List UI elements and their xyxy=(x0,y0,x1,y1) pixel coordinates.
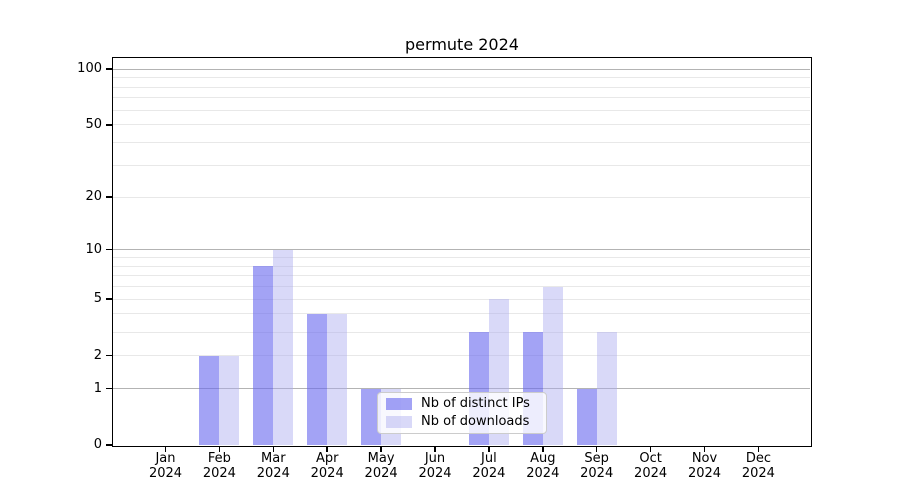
bar-distinct-ips xyxy=(361,388,382,445)
x-tick-mark xyxy=(326,446,328,452)
bar-distinct-ips xyxy=(576,388,597,445)
gridline-minor xyxy=(113,355,810,357)
gridline-minor xyxy=(113,275,810,277)
x-year-label tick-label: 2024 xyxy=(526,466,560,481)
gridline-minor xyxy=(113,196,810,198)
bar-downloads xyxy=(542,286,563,445)
x-month-label tick-label: Apr xyxy=(315,451,339,466)
x-tick-mark xyxy=(164,446,167,452)
gridline-minor xyxy=(113,313,810,315)
bar-downloads xyxy=(219,355,240,445)
x-month-label tick-label: Dec xyxy=(745,451,771,466)
x-year-label tick-label: 2024 xyxy=(364,466,398,481)
x-tick-mark xyxy=(434,446,436,452)
gridline-minor xyxy=(113,164,810,166)
y-tick-label tick-label: 10 xyxy=(85,241,102,257)
y-tick-mark xyxy=(106,68,112,70)
y-tick-label tick-label: 50 xyxy=(85,116,102,132)
x-month-label tick-label: Jul xyxy=(481,451,497,466)
x-tick-mark xyxy=(595,446,598,452)
y-tick-mark xyxy=(106,298,112,300)
x-tick-mark xyxy=(542,446,544,452)
x-tick-mark xyxy=(488,446,490,452)
plot-bar-layer xyxy=(113,58,810,445)
y-tick-mark xyxy=(106,248,112,251)
x-tick-mark xyxy=(703,446,706,452)
legend-distinct-ips-label: Nb of distinct IPs xyxy=(421,396,530,411)
gridline-major xyxy=(113,68,810,70)
y-tick-mark xyxy=(106,354,112,357)
legend-distinct-ips-swatch xyxy=(386,398,412,410)
legend-item-downloads: Nb of downloads xyxy=(386,415,538,429)
y-tick-label tick-label: 100 xyxy=(77,61,102,77)
gridline-minor xyxy=(113,331,810,333)
x-month-label tick-label: Jan xyxy=(155,451,176,466)
x-year-label tick-label: 2024 xyxy=(202,466,236,481)
x-year-label tick-label: 2024 xyxy=(472,466,506,481)
legend-item-distinct-ips: Nb of distinct IPs xyxy=(386,397,538,411)
gridline-minor xyxy=(113,86,810,88)
x-month-label tick-label: Mar xyxy=(261,451,286,466)
bar-downloads xyxy=(273,249,294,445)
x-month-label tick-label: May xyxy=(367,451,395,466)
chart-title: permute 2024 xyxy=(405,35,519,54)
x-year-label tick-label: 2024 xyxy=(580,466,614,481)
gridline-minor xyxy=(113,298,810,300)
x-tick-mark xyxy=(649,446,652,452)
y-tick-label tick-label: 2 xyxy=(93,347,102,363)
gridline-minor xyxy=(113,265,810,267)
legend-downloads-label: Nb of downloads xyxy=(421,414,530,429)
x-year-label tick-label: 2024 xyxy=(741,466,775,481)
bar-distinct-ips xyxy=(253,266,274,445)
x-year-label tick-label: 2024 xyxy=(687,466,722,481)
y-tick-mark xyxy=(106,124,112,126)
gridline-minor xyxy=(113,97,810,99)
gridline-minor xyxy=(113,257,810,258)
gridline-minor xyxy=(113,124,810,126)
bar-distinct-ips xyxy=(307,313,328,445)
x-year-label tick-label: 2024 xyxy=(418,466,452,481)
gridline-minor xyxy=(113,77,810,79)
y-tick-mark xyxy=(106,196,112,198)
gridline-major xyxy=(113,388,810,390)
x-month-label tick-label: Sep xyxy=(584,451,609,466)
gridline-minor xyxy=(113,142,810,144)
bar-downloads xyxy=(327,313,348,445)
bar-distinct-ips xyxy=(199,355,220,445)
legend: Nb of distinct IPs Nb of downloads xyxy=(377,392,547,434)
y-tick-label tick-label: 20 xyxy=(85,189,102,205)
x-tick-mark xyxy=(272,446,275,452)
x-month-label tick-label: Aug xyxy=(530,451,556,466)
x-tick-mark xyxy=(380,446,382,452)
x-month-label tick-label: Nov xyxy=(691,451,718,466)
x-month-label tick-label: Jun xyxy=(424,451,446,466)
bar-downloads xyxy=(596,332,617,445)
x-year-label tick-label: 2024 xyxy=(634,466,668,481)
x-year-label tick-label: 2024 xyxy=(256,466,290,481)
gridline-major xyxy=(113,249,810,251)
x-tick-mark xyxy=(218,446,221,452)
x-year-label tick-label: 2024 xyxy=(310,466,344,481)
x-year-label tick-label: 2024 xyxy=(148,466,183,481)
x-month-label tick-label: Oct xyxy=(639,451,662,466)
y-tick-mark xyxy=(106,387,112,390)
y-tick-mark xyxy=(106,444,112,446)
y-tick-label tick-label: 5 xyxy=(93,291,102,307)
gridline-minor xyxy=(113,286,810,288)
legend-downloads-swatch xyxy=(386,416,412,428)
gridline-minor xyxy=(113,109,810,111)
plot-grid-layer xyxy=(113,58,810,445)
y-tick-label tick-label: 1 xyxy=(93,380,102,396)
x-tick-mark xyxy=(757,446,760,452)
x-month-label tick-label: Feb xyxy=(207,451,231,466)
y-tick-label tick-label: 0 xyxy=(93,437,102,452)
